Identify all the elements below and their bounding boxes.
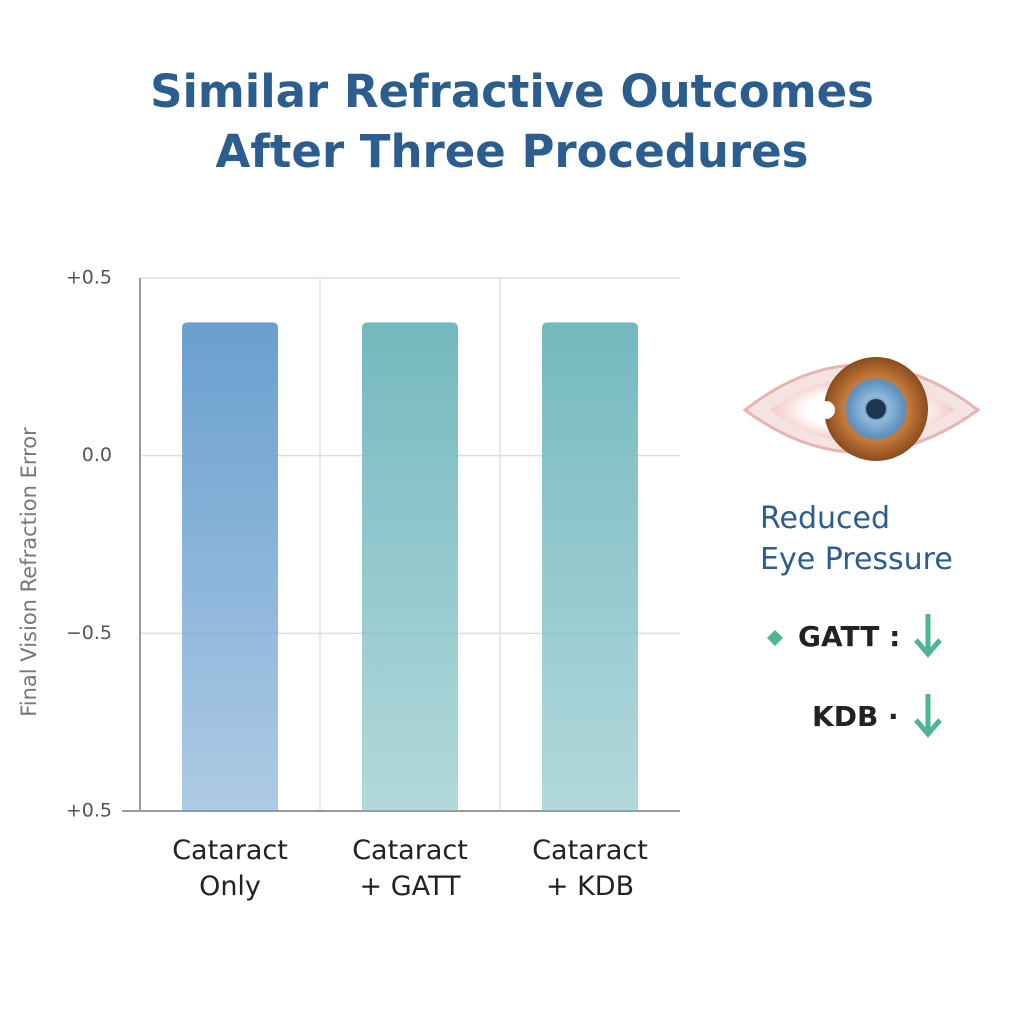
bar bbox=[182, 322, 278, 811]
y-axis-title: Final Vision Refraction Error bbox=[17, 427, 41, 717]
bullet-icon bbox=[767, 630, 783, 646]
y-tick-label: +0.5 bbox=[66, 800, 112, 822]
side-item-label: KDB · bbox=[812, 700, 899, 733]
down-arrow bbox=[914, 614, 942, 658]
eye-illustration bbox=[742, 357, 981, 461]
bar bbox=[542, 322, 638, 811]
y-tick-label: +0.5 bbox=[66, 267, 112, 289]
x-tick-label: Cataract Only bbox=[172, 835, 288, 902]
side-item-label: GATT : bbox=[798, 620, 900, 653]
bar bbox=[362, 322, 458, 811]
x-tick-label: Cataract + GATT bbox=[352, 835, 468, 902]
side-heading: Reduced Eye Pressure bbox=[760, 501, 953, 577]
y-tick-label: −0.5 bbox=[66, 622, 112, 644]
x-tick-label: Cataract + KDB bbox=[532, 835, 648, 902]
down-arrow bbox=[914, 694, 942, 738]
chart-title: Similar Refractive Outcomes After Three P… bbox=[150, 65, 874, 178]
y-tick-label: 0.0 bbox=[82, 444, 112, 466]
